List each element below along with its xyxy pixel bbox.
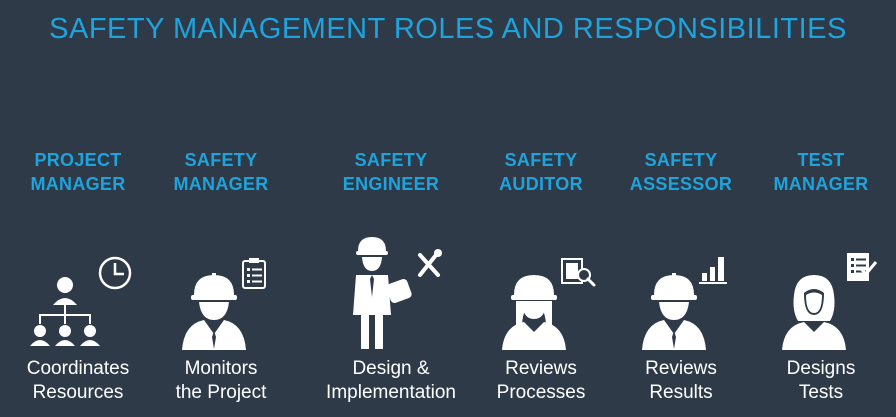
org-chart-icon	[30, 277, 100, 346]
wrench-screwdriver-icon	[418, 249, 442, 277]
role-title-line2: MANAGER	[30, 174, 126, 194]
role-description: Coordinates Resources	[3, 357, 153, 405]
role-title-line1: TEST	[797, 150, 845, 170]
role-title: PROJECT MANAGER	[3, 148, 153, 196]
role-icon-area	[606, 233, 756, 353]
role-description: Design & Implementation	[316, 357, 466, 405]
role-desc-line2: Tests	[798, 382, 844, 403]
role-desc-line1: Designs	[786, 358, 856, 379]
role-safety-manager: SAFETY MANAGER Monitors the Project	[146, 148, 296, 405]
hardhat-worker-icon	[642, 273, 706, 350]
role-desc-line1: Reviews	[645, 358, 717, 379]
role-safety-assessor: SAFETY ASSESSOR Reviews Results	[606, 148, 756, 405]
role-title-line1: SAFETY	[504, 150, 578, 170]
role-title-line2: ASSESSOR	[629, 174, 733, 194]
role-title-line2: ENGINEER	[342, 174, 440, 194]
role-title-line2: MANAGER	[173, 174, 269, 194]
role-desc-line1: Coordinates	[26, 358, 130, 379]
role-desc-line2: Results	[649, 382, 713, 403]
role-title-line1: SAFETY	[354, 150, 428, 170]
role-safety-auditor: SAFETY AUDITOR Reviews Processes	[466, 148, 616, 405]
role-title-line2: AUDITOR	[499, 174, 583, 194]
role-desc-line2: Resources	[32, 382, 124, 403]
woman-icon	[782, 275, 846, 350]
clipboard-icon	[242, 258, 266, 289]
role-desc-line1: Monitors	[184, 358, 258, 379]
book-magnifier-icon	[561, 258, 596, 287]
role-description: Designs Tests	[746, 357, 896, 405]
role-title-line1: SAFETY	[644, 150, 718, 170]
role-title-line2: MANAGER	[773, 174, 869, 194]
page-title: SAFETY MANAGEMENT ROLES AND RESPONSIBILI…	[49, 13, 847, 45]
hardhat-woman-icon	[502, 275, 566, 350]
role-title: SAFETY AUDITOR	[466, 148, 616, 196]
role-icon-area	[466, 233, 616, 353]
bar-chart-icon	[699, 257, 727, 284]
role-test-manager: TEST MANAGER Designs Tests	[746, 148, 896, 405]
role-description: Reviews Processes	[466, 357, 616, 405]
role-icon-area	[746, 233, 896, 353]
role-title: TEST MANAGER	[746, 148, 896, 196]
role-desc-line2: the Project	[175, 382, 267, 403]
role-title: SAFETY ENGINEER	[316, 148, 466, 196]
role-description: Reviews Results	[606, 357, 756, 405]
role-desc-line1: Design &	[352, 358, 430, 379]
role-desc-line1: Reviews	[505, 358, 577, 379]
role-desc-line2: Implementation	[326, 382, 456, 403]
role-desc-line2: Processes	[496, 382, 586, 403]
role-title: SAFETY MANAGER	[146, 148, 296, 196]
role-project-manager: PROJECT MANAGER	[3, 148, 153, 405]
role-icon-area	[146, 233, 296, 353]
engineer-blueprint-icon	[353, 237, 412, 349]
clock-icon	[98, 256, 132, 290]
role-icon-area	[3, 233, 153, 353]
hardhat-worker-icon	[182, 273, 246, 350]
role-title-line1: PROJECT	[34, 150, 122, 170]
role-title: SAFETY ASSESSOR	[606, 148, 756, 196]
role-description: Monitors the Project	[146, 357, 296, 405]
role-safety-engineer: SAFETY ENGINEER Design & Implementation	[316, 148, 466, 405]
role-title-line1: SAFETY	[184, 150, 258, 170]
role-icon-area	[316, 233, 466, 353]
checklist-icon	[847, 253, 878, 281]
